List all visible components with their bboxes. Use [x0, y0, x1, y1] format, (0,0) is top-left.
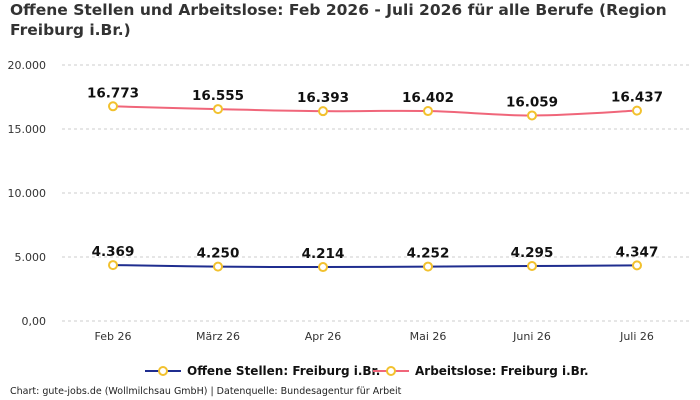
data-label-offene_stellen: 4.347	[616, 244, 659, 260]
x-tick-label: Apr 26	[305, 330, 342, 343]
data-point-offene_stellen[interactable]	[108, 260, 118, 271]
y-tick-label: 0,00	[22, 315, 47, 328]
y-axis-ticks: 0,00 5.000 10.000 15.000 20.000	[8, 59, 47, 328]
legend-item-arbeitslose[interactable]: Arbeitslose: Freiburg i.Br.	[373, 364, 589, 378]
data-point-offene_stellen[interactable]	[318, 262, 328, 273]
data-label-offene_stellen: 4.252	[407, 246, 450, 262]
data-point-arbeitslose[interactable]	[213, 104, 223, 115]
data-point-arbeitslose[interactable]	[527, 110, 537, 121]
x-axis-ticks: Feb 26 März 26 Apr 26 Mai 26 Juni 26 Juli 26	[95, 330, 654, 343]
series-line-arbeitslose	[112, 105, 638, 117]
series-line-offene_stellen	[112, 264, 638, 269]
data-label-arbeitslose: 16.555	[192, 88, 244, 104]
legend-label: Arbeitslose: Freiburg i.Br.	[415, 364, 589, 378]
data-point-offene_stellen[interactable]	[423, 261, 433, 272]
data-label-arbeitslose: 16.437	[611, 90, 663, 106]
data-label-arbeitslose: 16.393	[297, 90, 349, 106]
x-tick-label: Mai 26	[410, 330, 447, 343]
legend-item-offene_stellen[interactable]: Offene Stellen: Freiburg i.Br.	[145, 364, 380, 378]
data-point-offene_stellen[interactable]	[527, 261, 537, 272]
chart-title: Offene Stellen und Arbeitslose: Feb 2026…	[10, 1, 667, 39]
y-tick-label: 10.000	[8, 187, 47, 200]
data-point-arbeitslose[interactable]	[318, 106, 328, 117]
data-point-arbeitslose[interactable]	[632, 105, 642, 116]
legend-label: Offene Stellen: Freiburg i.Br.	[187, 364, 380, 378]
data-label-arbeitslose: 16.773	[87, 85, 139, 101]
y-tick-label: 5.000	[15, 251, 47, 264]
legend-marker	[386, 366, 396, 376]
x-tick-label: März 26	[196, 330, 240, 343]
data-label-arbeitslose: 16.402	[402, 90, 454, 106]
data-point-arbeitslose[interactable]	[423, 106, 433, 117]
x-tick-label: Feb 26	[95, 330, 132, 343]
y-tick-label: 20.000	[8, 59, 47, 72]
data-label-offene_stellen: 4.295	[511, 245, 554, 261]
data-label-offene_stellen: 4.250	[197, 246, 240, 262]
series-layer	[108, 101, 642, 273]
x-tick-label: Juli 26	[619, 330, 654, 343]
y-tick-label: 15.000	[8, 123, 47, 136]
data-label-arbeitslose: 16.059	[506, 94, 558, 110]
data-point-offene_stellen[interactable]	[213, 261, 223, 272]
legend-marker	[158, 366, 168, 376]
x-tick-label: Juni 26	[512, 330, 551, 343]
legend[interactable]: Offene Stellen: Freiburg i.Br. Arbeitslos…	[145, 364, 589, 378]
data-label-offene_stellen: 4.214	[302, 246, 345, 262]
grid-lines	[62, 64, 690, 322]
data-labels: 4.369 4.250 4.214 4.252 4.295 4.347 16.773 16.5…	[87, 85, 663, 262]
chart-footer: Chart: gute-jobs.de (Wollmilchsau GmbH) …	[10, 386, 402, 397]
data-point-arbeitslose[interactable]	[108, 101, 118, 112]
data-point-offene_stellen[interactable]	[632, 260, 642, 271]
data-label-offene_stellen: 4.369	[92, 244, 135, 260]
